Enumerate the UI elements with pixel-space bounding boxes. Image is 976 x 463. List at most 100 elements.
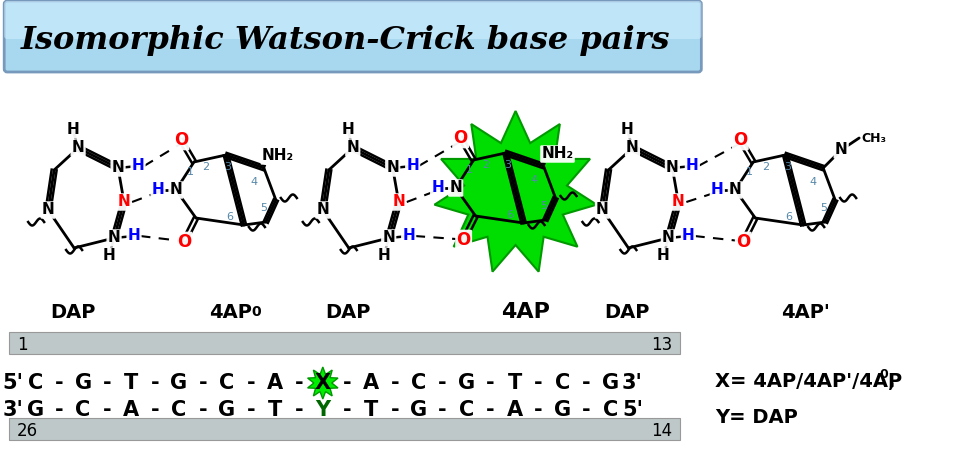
Text: -: - — [534, 400, 543, 420]
Text: Y: Y — [315, 400, 330, 420]
Text: 4: 4 — [530, 175, 537, 185]
Text: CH₃: CH₃ — [861, 131, 886, 144]
Text: T: T — [364, 400, 378, 420]
Text: H: H — [621, 123, 633, 138]
Text: C: C — [27, 373, 43, 393]
Text: H: H — [657, 249, 670, 263]
Text: 6: 6 — [786, 212, 793, 222]
Text: -: - — [438, 373, 447, 393]
Text: -: - — [102, 373, 111, 393]
Text: Isomorphic Watson-Crick base pairs: Isomorphic Watson-Crick base pairs — [21, 25, 671, 56]
FancyBboxPatch shape — [4, 1, 702, 39]
Text: -: - — [343, 373, 351, 393]
Polygon shape — [307, 367, 338, 399]
Text: 3: 3 — [224, 162, 231, 172]
Text: 6: 6 — [507, 210, 513, 220]
Text: 3': 3' — [622, 373, 643, 393]
Text: 4AP: 4AP — [501, 302, 550, 322]
Text: N: N — [672, 194, 685, 209]
Text: H: H — [431, 181, 444, 195]
Text: H: H — [686, 158, 699, 174]
Text: N: N — [71, 140, 85, 156]
Text: -: - — [582, 373, 590, 393]
Text: H: H — [406, 158, 419, 174]
Text: H: H — [102, 249, 115, 263]
Text: N: N — [596, 202, 609, 218]
Text: G: G — [74, 373, 92, 393]
Text: 5: 5 — [540, 201, 547, 211]
Text: Y= DAP: Y= DAP — [715, 408, 798, 427]
Text: 1: 1 — [467, 165, 473, 175]
Text: C: C — [459, 400, 474, 420]
Text: 14: 14 — [651, 422, 672, 440]
Text: -: - — [343, 400, 351, 420]
Text: G: G — [458, 373, 475, 393]
Text: C: C — [220, 373, 234, 393]
Text: C: C — [172, 400, 186, 420]
Text: H: H — [66, 123, 79, 138]
Text: -: - — [55, 373, 63, 393]
Text: G: G — [26, 400, 44, 420]
Text: 4: 4 — [250, 177, 258, 187]
Text: -: - — [390, 373, 399, 393]
Text: 3: 3 — [784, 162, 791, 172]
Text: 4AP': 4AP' — [781, 303, 830, 322]
Text: H: H — [402, 229, 415, 244]
Text: -: - — [582, 400, 590, 420]
Text: 2: 2 — [761, 162, 769, 172]
Text: N: N — [729, 182, 742, 198]
Text: 13: 13 — [651, 336, 672, 354]
Text: O: O — [736, 233, 751, 251]
Text: G: G — [171, 373, 187, 393]
Text: 5: 5 — [261, 203, 267, 213]
Text: N: N — [626, 140, 639, 156]
Text: -: - — [150, 373, 159, 393]
Text: -: - — [55, 400, 63, 420]
Text: N: N — [662, 231, 674, 245]
Text: O: O — [733, 131, 748, 149]
Text: -: - — [486, 400, 495, 420]
Text: G: G — [410, 400, 427, 420]
Text: -: - — [295, 373, 304, 393]
Text: T: T — [124, 373, 139, 393]
Text: O: O — [174, 131, 188, 149]
Text: -: - — [295, 400, 304, 420]
Text: -: - — [390, 400, 399, 420]
Polygon shape — [434, 111, 596, 272]
Text: DAP: DAP — [51, 303, 96, 322]
Text: -: - — [150, 400, 159, 420]
Text: DAP: DAP — [605, 303, 650, 322]
Text: H: H — [128, 229, 141, 244]
Text: A: A — [123, 400, 140, 420]
Text: 3': 3' — [3, 400, 23, 420]
Text: H: H — [711, 182, 723, 198]
Text: 1: 1 — [186, 167, 193, 177]
Text: NH₂: NH₂ — [262, 149, 294, 163]
Text: O: O — [454, 129, 468, 147]
Text: 4AP: 4AP — [210, 303, 253, 322]
Text: 4: 4 — [810, 177, 817, 187]
Text: N: N — [392, 194, 405, 209]
Text: X: X — [314, 373, 331, 393]
Text: -: - — [247, 373, 255, 393]
Text: 5': 5' — [622, 400, 643, 420]
Text: C: C — [411, 373, 427, 393]
Text: H: H — [151, 182, 164, 198]
Text: DAP: DAP — [325, 303, 371, 322]
Text: H: H — [378, 249, 390, 263]
Text: N: N — [449, 181, 462, 195]
Text: -: - — [486, 373, 495, 393]
Text: N: N — [111, 161, 124, 175]
Text: C: C — [603, 400, 618, 420]
Text: N: N — [383, 231, 395, 245]
Text: 1: 1 — [746, 167, 752, 177]
Text: 2: 2 — [202, 162, 210, 172]
Text: N: N — [42, 202, 55, 218]
Text: N: N — [386, 161, 399, 175]
Text: 26: 26 — [18, 422, 38, 440]
Text: G: G — [554, 400, 571, 420]
Text: 6: 6 — [226, 212, 233, 222]
Text: C: C — [75, 400, 91, 420]
Text: O: O — [457, 231, 470, 249]
Text: 0: 0 — [251, 305, 261, 319]
